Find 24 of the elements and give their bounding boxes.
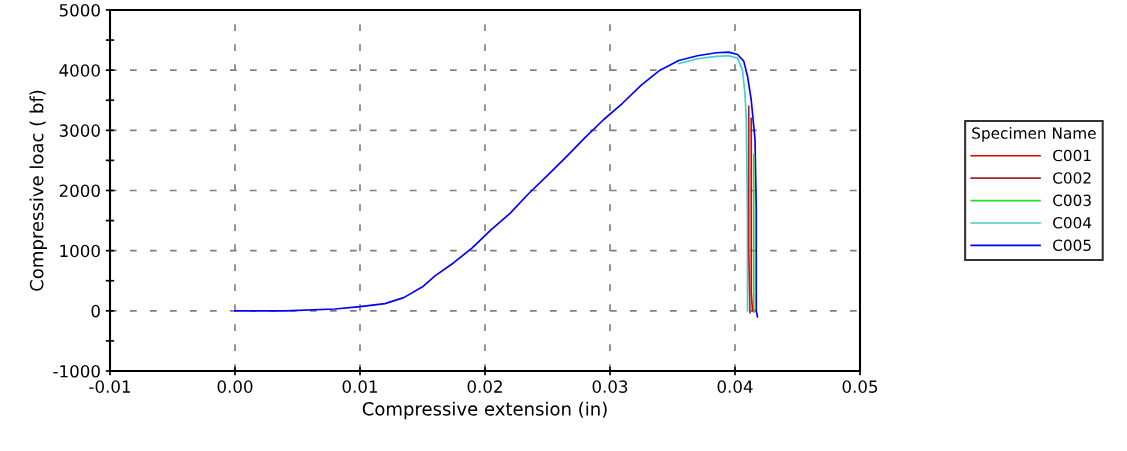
- y-tick-label: 0: [91, 304, 100, 318]
- line-series: [234, 51, 759, 318]
- x-tick-label: 0.01: [342, 380, 378, 393]
- x-tick-label: 0.03: [592, 380, 628, 393]
- y-tick-label: -1000: [53, 364, 100, 378]
- legend-label: C003: [1053, 194, 1091, 207]
- x-tick-label: 0.04: [717, 380, 753, 393]
- x-axis-title: Compressive extension (in): [362, 401, 607, 420]
- y-axis-title: Compressive loac ( bf): [29, 90, 47, 291]
- y-tick-label: 4000: [59, 64, 100, 77]
- legend-label: C002: [1053, 172, 1091, 184]
- y-tick-label: 5000: [59, 3, 100, 17]
- legend-label: C004: [1053, 217, 1092, 229]
- legend-title: Specimen Name: [972, 127, 1096, 142]
- legend-label: C001: [1053, 149, 1091, 162]
- y-tick-label: 2000: [59, 184, 100, 198]
- x-tick-label: 0.02: [467, 380, 502, 393]
- x-tick-label: 0.00: [217, 380, 253, 393]
- y-tick-label: 1000: [60, 244, 100, 258]
- x-tick-label: 0.05: [842, 380, 878, 393]
- legend-label: C005: [1053, 239, 1091, 251]
- y-tick-label: 3000: [59, 124, 100, 137]
- line-series: [677, 54, 749, 312]
- x-tick-label: -0.01: [89, 380, 131, 393]
